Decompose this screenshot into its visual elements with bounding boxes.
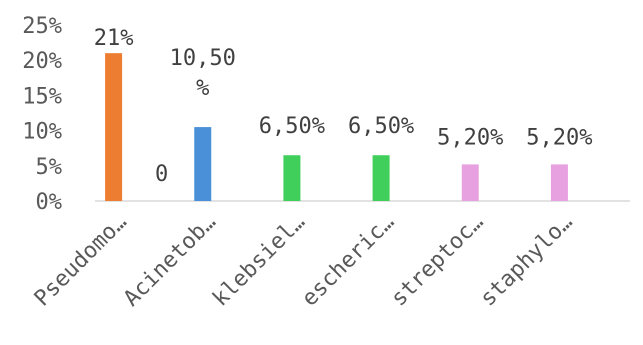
data-label: 6,50% (259, 114, 325, 139)
x-category-label: staphylo… (476, 210, 578, 312)
x-category-label: escheric… (297, 210, 399, 312)
data-label: 21% (94, 26, 134, 51)
data-label: 10,50% (170, 46, 236, 101)
y-axis: 0% 5% 10% 15% 20% 25% (22, 14, 62, 215)
data-label: 5,20% (526, 125, 592, 150)
data-label: 6,50% (348, 114, 414, 139)
bar (283, 155, 301, 201)
bar (550, 164, 568, 201)
data-labels-group: 21% 0 10,50 % 6,50% 6,50% 5,20% 5,20% (94, 26, 593, 187)
bar (194, 127, 212, 201)
x-category-label: klebsiel… (208, 210, 310, 312)
bar (105, 53, 123, 201)
bars-group (105, 53, 568, 201)
data-label: 0 (155, 162, 168, 187)
bar (461, 164, 479, 201)
x-category-label: Pseudomo… (30, 210, 132, 312)
y-tick-label: 10% (22, 120, 62, 145)
x-category-label: streptoc… (387, 210, 489, 312)
x-axis-labels: Pseudomo…Acinetob…klebsiel…escheric…stre… (30, 210, 578, 312)
data-label: 5,20% (437, 125, 503, 150)
y-tick-label: 5% (36, 155, 63, 180)
x-category-label: Acinetob… (119, 210, 221, 312)
y-tick-label: 0% (36, 190, 63, 215)
bar (372, 155, 390, 201)
y-tick-label: 25% (22, 14, 62, 39)
y-tick-label: 20% (22, 49, 62, 74)
y-tick-label: 15% (22, 84, 62, 109)
